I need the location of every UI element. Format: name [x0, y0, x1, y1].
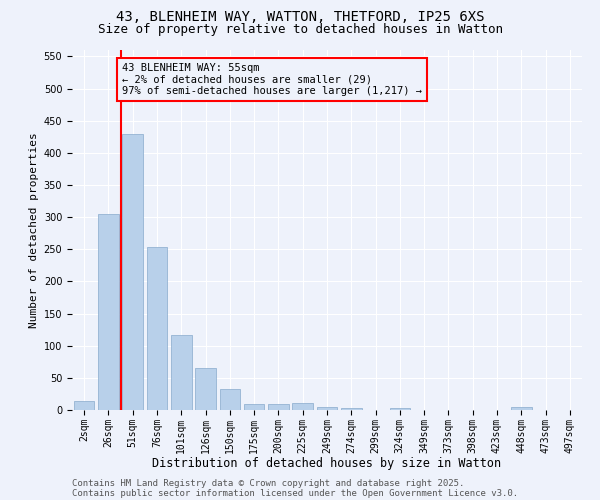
Text: Contains public sector information licensed under the Open Government Licence v3: Contains public sector information licen…	[72, 488, 518, 498]
Bar	[244, 404, 265, 410]
Text: Size of property relative to detached houses in Watton: Size of property relative to detached ho…	[97, 22, 503, 36]
Text: 43, BLENHEIM WAY, WATTON, THETFORD, IP25 6XS: 43, BLENHEIM WAY, WATTON, THETFORD, IP25…	[116, 10, 484, 24]
Bar	[292, 403, 313, 410]
Y-axis label: Number of detached properties: Number of detached properties	[29, 132, 40, 328]
Bar	[317, 407, 337, 410]
Bar	[268, 404, 289, 410]
Bar	[195, 368, 216, 410]
Bar	[341, 408, 362, 410]
Bar	[389, 408, 410, 410]
Bar	[122, 134, 143, 410]
Bar	[171, 335, 191, 410]
Bar	[98, 214, 119, 410]
Bar	[220, 389, 240, 410]
Text: Contains HM Land Registry data © Crown copyright and database right 2025.: Contains HM Land Registry data © Crown c…	[72, 478, 464, 488]
Bar	[146, 248, 167, 410]
Bar	[511, 408, 532, 410]
Text: 43 BLENHEIM WAY: 55sqm
← 2% of detached houses are smaller (29)
97% of semi-deta: 43 BLENHEIM WAY: 55sqm ← 2% of detached …	[122, 63, 422, 96]
Bar	[74, 401, 94, 410]
X-axis label: Distribution of detached houses by size in Watton: Distribution of detached houses by size …	[152, 457, 502, 470]
